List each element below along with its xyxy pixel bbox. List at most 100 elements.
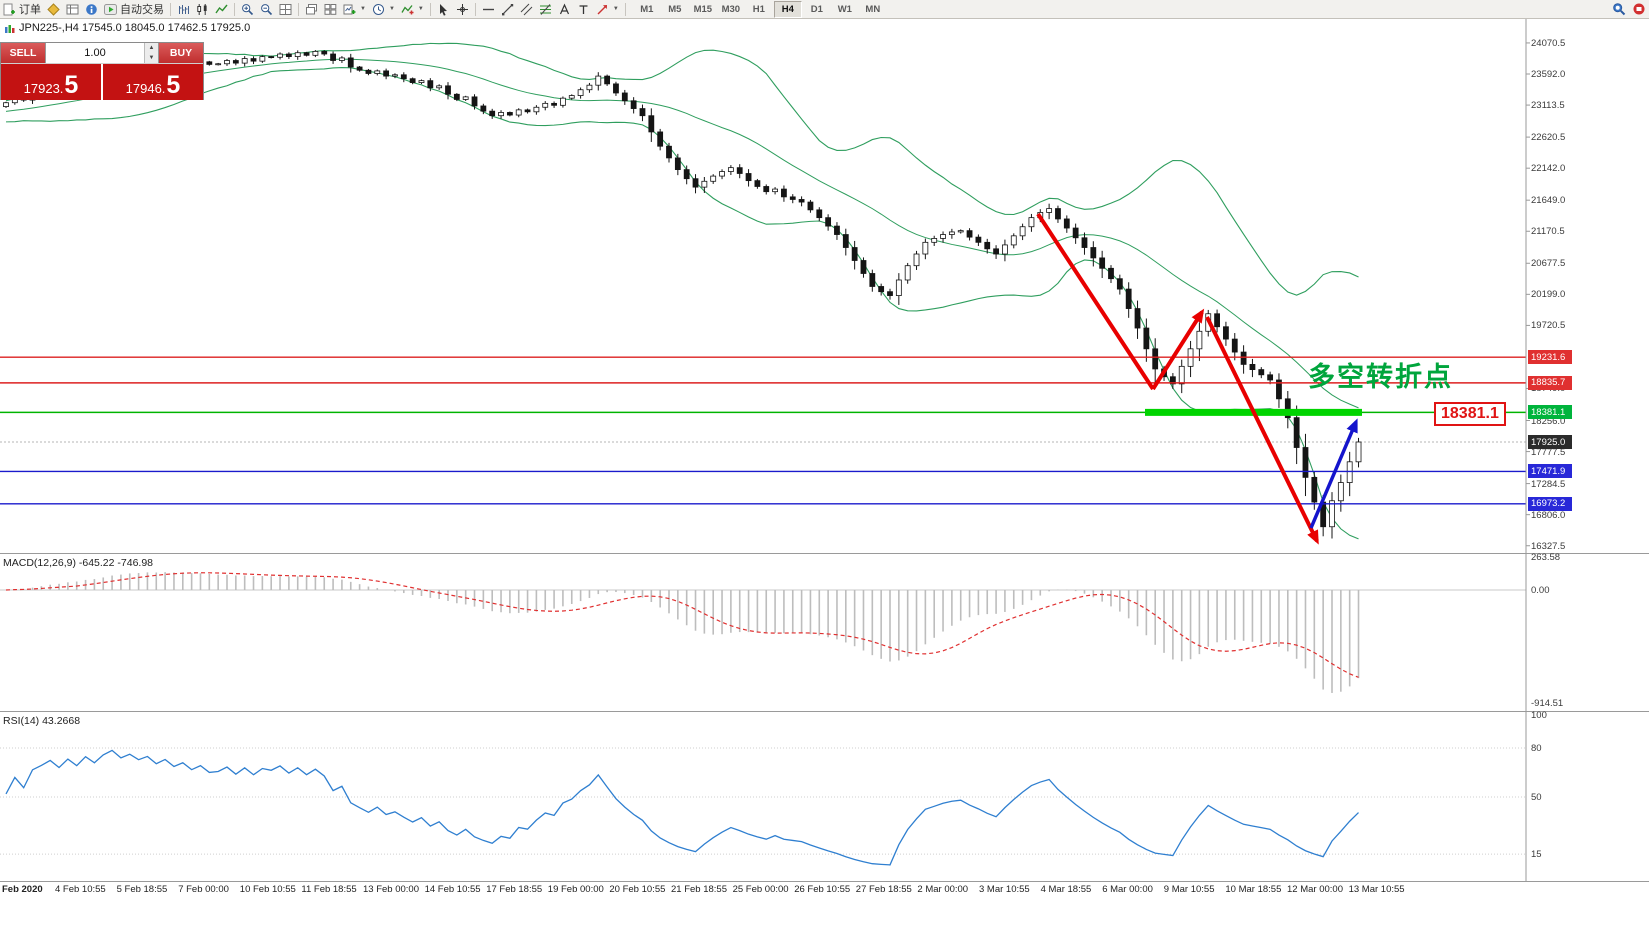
arrows-tool-button[interactable]: ▼ xyxy=(593,1,622,17)
trend-arrow[interactable] xyxy=(1151,308,1205,391)
timeframe-m30-button[interactable]: M30 xyxy=(721,3,741,15)
trend-arrow[interactable] xyxy=(1036,212,1155,391)
price-level-tag: 17925.0 xyxy=(1528,435,1572,449)
trend-arrow[interactable] xyxy=(1309,418,1358,529)
indicators-button[interactable]: ▼ xyxy=(398,1,427,17)
volume-down-button[interactable]: ▼ xyxy=(145,53,158,63)
buy-price-display[interactable]: 17946. 5 xyxy=(103,64,203,100)
crosshair-icon xyxy=(456,3,468,15)
volume-field[interactable]: 1.00 ▲ ▼ xyxy=(45,43,159,63)
label-tool-button[interactable] xyxy=(574,1,593,17)
toolbar-separator xyxy=(624,2,626,16)
axis-label: 23113.5 xyxy=(1531,100,1565,112)
zoom-in-button[interactable] xyxy=(238,1,257,17)
autotrading-icon xyxy=(104,3,117,15)
volume-value[interactable]: 1.00 xyxy=(84,47,106,59)
time-label: 19 Feb 00:00 xyxy=(547,884,604,895)
candle-chart-mode-button[interactable] xyxy=(193,1,212,17)
axis-label: 21170.5 xyxy=(1531,226,1565,238)
trendline-tool-button[interactable] xyxy=(498,1,517,17)
sell-button[interactable]: SELL xyxy=(1,43,45,63)
axis-label: 20677.5 xyxy=(1531,258,1566,270)
search-icon xyxy=(1613,3,1626,16)
toolbar-separator xyxy=(298,2,299,16)
axis-label: 16806.0 xyxy=(1531,509,1566,521)
tile-windows-button[interactable] xyxy=(276,1,295,17)
crosshair-tool-button[interactable] xyxy=(453,1,472,17)
cursor-icon xyxy=(439,3,447,16)
navigator-icon xyxy=(86,3,97,15)
period-button[interactable]: ▼ xyxy=(369,1,398,17)
new-order-label: 订单 xyxy=(19,4,41,16)
sell-price-display[interactable]: 17923. 5 xyxy=(1,64,103,100)
channel-tool-button[interactable] xyxy=(517,1,536,17)
cascade-windows-button[interactable] xyxy=(302,1,321,17)
bar-chart-icon xyxy=(179,4,189,14)
one-click-trading-panel: SELL 1.00 ▲ ▼ BUY 17923. 5 17946. 5 xyxy=(0,42,204,100)
cursor-tool-button[interactable] xyxy=(434,1,453,17)
fibonacci-tool-button[interactable] xyxy=(536,1,555,17)
community-button[interactable] xyxy=(1629,1,1649,17)
new-chart-button[interactable]: ▼ xyxy=(340,1,369,17)
trend-arrow[interactable] xyxy=(1205,316,1319,545)
bar-chart-mode-button[interactable] xyxy=(174,1,193,17)
arrow-tool-icon xyxy=(597,4,607,14)
candle-chart-icon xyxy=(197,3,207,15)
timeframe-m5-button[interactable]: M5 xyxy=(668,3,682,15)
timeframe-d1-button[interactable]: D1 xyxy=(810,3,823,15)
chart-title: JPN225-,H4 17545.0 18045.0 17462.5 17925… xyxy=(4,22,250,34)
text-tool-button[interactable] xyxy=(555,1,574,17)
price-level-tag: 17471.9 xyxy=(1528,464,1572,479)
horizontal-line-tool-button[interactable] xyxy=(479,1,498,17)
price-level-tag: 19231.6 xyxy=(1528,350,1572,365)
volume-up-button[interactable]: ▲ xyxy=(145,43,158,53)
arrange-windows-button[interactable] xyxy=(321,1,340,17)
axis-label: 17284.5 xyxy=(1531,478,1566,490)
chevron-down-icon: ▼ xyxy=(612,6,619,12)
navigator-button[interactable] xyxy=(82,1,101,17)
line-chart-mode-button[interactable] xyxy=(212,1,231,17)
toolbar-separator xyxy=(474,2,476,16)
timeframe-h1-button[interactable]: H1 xyxy=(752,3,765,15)
axis-label: 20199.0 xyxy=(1531,289,1566,301)
timeframe-w1-button[interactable]: W1 xyxy=(837,3,852,15)
autotrading-button[interactable]: 自动交易 xyxy=(101,1,167,17)
timeframe-h4-button[interactable]: H4 xyxy=(773,0,802,18)
data-window-button[interactable] xyxy=(63,1,82,17)
toolbar-separator xyxy=(170,2,171,16)
time-label: Feb 2020 xyxy=(2,884,43,895)
buy-button[interactable]: BUY xyxy=(159,43,203,63)
axis-label: 80 xyxy=(1531,743,1542,754)
zoom-out-icon xyxy=(261,3,273,15)
rsi-line xyxy=(5,749,1359,866)
buy-price-big-digit: 5 xyxy=(166,71,181,99)
label-icon xyxy=(579,4,588,14)
chart-title-text: JPN225-,H4 17545.0 18045.0 17462.5 17925… xyxy=(19,22,251,34)
timeframe-m15-button[interactable]: M15 xyxy=(693,3,713,15)
timeframe-m1-button[interactable]: M1 xyxy=(640,3,654,15)
axis-label: 22620.5 xyxy=(1531,132,1566,144)
axis-label: 17777.5 xyxy=(1531,446,1566,458)
axis-label: 22142.0 xyxy=(1531,163,1566,175)
timeframe-mn-button[interactable]: MN xyxy=(865,3,881,15)
new-chart-icon xyxy=(343,4,356,14)
new-order-button[interactable]: 订单 xyxy=(0,1,44,17)
axis-label: 263.58 xyxy=(1531,552,1561,564)
zoom-out-button[interactable] xyxy=(257,1,276,17)
channel-icon xyxy=(520,3,533,15)
chevron-down-icon: ▼ xyxy=(360,6,366,12)
market-watch-button[interactable] xyxy=(44,1,63,17)
level-callout: 18381.1 xyxy=(1434,402,1506,426)
tile-windows-icon xyxy=(279,3,292,15)
time-label: 2 Mar 00:00 xyxy=(917,884,969,895)
time-label: 26 Feb 10:55 xyxy=(794,884,851,895)
search-button[interactable] xyxy=(1609,1,1629,17)
community-icon xyxy=(1633,3,1645,15)
axis-label: 23592.0 xyxy=(1531,69,1566,80)
time-label: 10 Feb 10:55 xyxy=(239,884,296,895)
horizontal-line-icon xyxy=(482,8,494,10)
time-label: 13 Mar 10:55 xyxy=(1348,884,1405,895)
market-watch-icon xyxy=(47,2,60,16)
time-axis: Feb 2020 4 Feb 10:55 5 Feb 18:55 7 Feb 00:0… xyxy=(0,884,1649,898)
